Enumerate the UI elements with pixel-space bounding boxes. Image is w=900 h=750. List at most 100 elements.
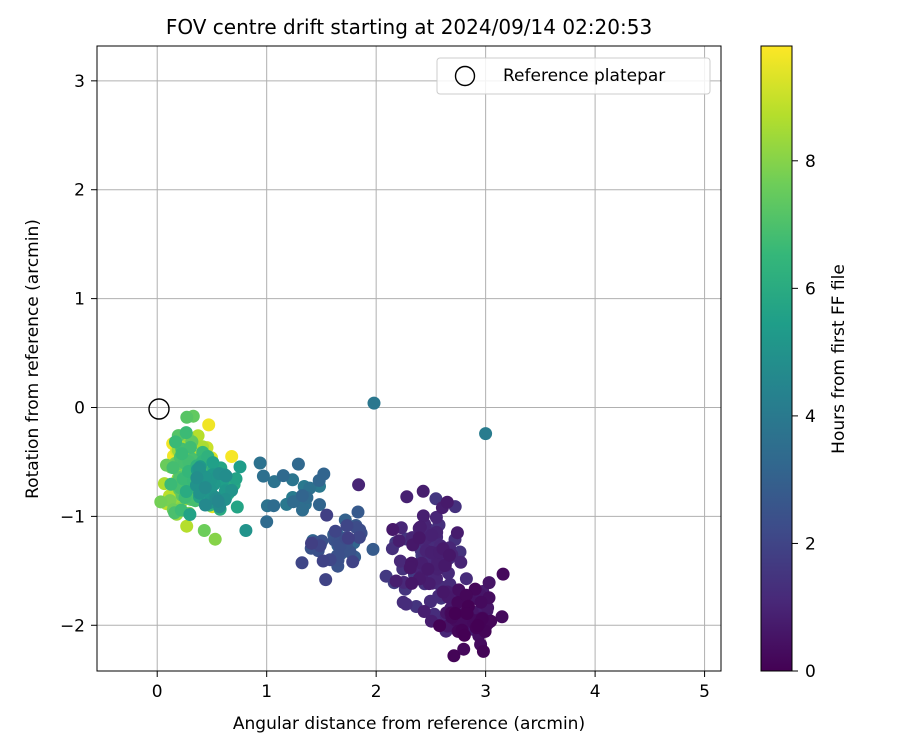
data-point (405, 576, 419, 590)
data-point (256, 469, 270, 483)
colorbar: 0 2 4 6 8 Hours from first FF file (760, 45, 849, 682)
data-point (399, 597, 413, 611)
data-point (436, 585, 450, 599)
data-point (166, 461, 180, 475)
data-point (421, 562, 435, 576)
data-point (179, 426, 193, 440)
data-point (457, 628, 471, 642)
x-axis-ticks: 0 1 2 3 4 5 (152, 671, 710, 702)
y-tick-label: 0 (74, 398, 85, 418)
data-point (346, 555, 360, 569)
x-tick-label: 1 (261, 682, 272, 702)
data-point (305, 536, 318, 550)
data-point (403, 561, 417, 575)
y-tick-label: −1 (60, 507, 85, 527)
data-point (341, 531, 355, 545)
data-points (154, 396, 510, 663)
data-point (367, 396, 381, 410)
data-point (198, 481, 212, 495)
data-point (425, 528, 439, 542)
data-point (379, 569, 393, 583)
data-point (459, 572, 473, 586)
data-point (229, 472, 243, 486)
y-tick-label: 1 (74, 290, 85, 310)
data-point (438, 559, 452, 572)
colorbar-gradient (760, 45, 793, 672)
colorbar-tick-label: 6 (805, 279, 816, 299)
reference-platepar-marker (148, 398, 170, 420)
data-point (320, 508, 334, 522)
data-point (440, 495, 454, 509)
data-point (219, 469, 233, 483)
grid-lines (97, 46, 721, 671)
data-point (211, 494, 225, 508)
data-point (317, 467, 331, 481)
data-point (454, 555, 468, 569)
plot-frame (96, 45, 722, 672)
data-point (400, 490, 414, 504)
data-point (208, 532, 222, 546)
colorbar-label: Hours from first FF file (829, 264, 849, 454)
x-tick-label: 5 (699, 682, 710, 702)
data-point (459, 588, 473, 602)
y-axis-ticks: −2 −1 0 1 2 3 (60, 72, 97, 636)
data-point (225, 483, 239, 497)
data-point (457, 642, 471, 656)
data-point (392, 534, 406, 548)
data-point (476, 644, 490, 658)
data-point (443, 548, 456, 562)
data-point (448, 607, 462, 620)
data-point (429, 492, 443, 506)
data-point (197, 524, 211, 537)
data-point (183, 508, 197, 521)
data-point (239, 524, 253, 537)
data-point (202, 418, 216, 432)
data-point (482, 576, 496, 590)
data-point (180, 410, 194, 424)
y-tick-label: 2 (74, 181, 85, 201)
legend: Reference platepar (436, 57, 711, 95)
data-point (169, 435, 182, 449)
data-point (413, 520, 427, 534)
data-point (253, 456, 267, 470)
data-point (328, 524, 342, 538)
data-point (412, 531, 426, 545)
x-tick-label: 2 (371, 682, 382, 702)
colorbar-tick-label: 2 (805, 534, 816, 554)
data-point (393, 554, 407, 568)
data-point (164, 477, 178, 491)
y-axis-label: Rotation from reference (arcmin) (23, 219, 43, 499)
data-point (471, 619, 485, 632)
data-point (450, 526, 464, 540)
data-point (190, 471, 204, 485)
legend-label-reference-platepar: Reference platepar (503, 66, 665, 86)
data-point (460, 607, 474, 620)
data-point (319, 573, 333, 587)
chart-title: FOV centre drift starting at 2024/09/14 … (166, 15, 652, 39)
data-point (451, 596, 465, 609)
data-point (447, 649, 461, 663)
data-point (296, 503, 309, 517)
x-tick-label: 4 (590, 682, 601, 702)
colorbar-ticks: 0 2 4 6 8 (792, 152, 816, 682)
legend-reference-marker (454, 65, 476, 87)
data-point (316, 554, 330, 568)
data-point (291, 457, 305, 471)
data-point (429, 510, 443, 524)
data-point (313, 498, 326, 512)
data-point (295, 489, 309, 503)
data-point (233, 460, 247, 474)
data-point (267, 499, 281, 513)
data-point (422, 577, 436, 591)
data-point (389, 574, 403, 588)
data-point (225, 450, 239, 463)
legend-box (436, 57, 711, 95)
data-point (496, 567, 510, 581)
colorbar-tick-label: 8 (805, 152, 816, 172)
data-point (175, 447, 189, 461)
data-point (479, 427, 493, 441)
y-tick-label: 3 (74, 72, 85, 92)
data-point (206, 456, 220, 470)
data-point (230, 500, 244, 514)
